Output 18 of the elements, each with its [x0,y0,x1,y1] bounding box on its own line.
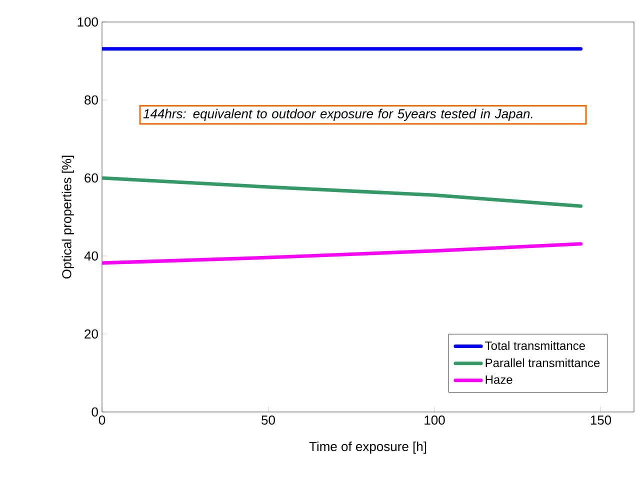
x-tick-label: 150 [590,416,612,425]
y-tick-label: 20 [84,329,98,339]
legend-label: Total transmittance [485,341,585,350]
x-tick-label: 100 [424,416,445,425]
x-tick-label: 0 [98,416,106,425]
legend-label: Haze [486,376,512,384]
y-tick-label: 60 [84,173,98,183]
legend-label: Parallel transmittance [486,358,600,368]
line-series [102,176,583,208]
y-axis-title: Optical properties [%] [62,156,74,279]
annotation: 144hrs: equivalent to outdoor exposure for 5years tested in Japan. [143,108,532,121]
y-tick-label: 100 [78,17,98,27]
x-tick-label: 50 [262,416,275,425]
y-tick-label: 0 [92,407,98,417]
y-tick-label: 80 [84,95,98,105]
x-axis-title: Time of exposure [h] [309,442,426,454]
y-tick-label: 40 [84,251,98,261]
line-series [102,242,583,265]
